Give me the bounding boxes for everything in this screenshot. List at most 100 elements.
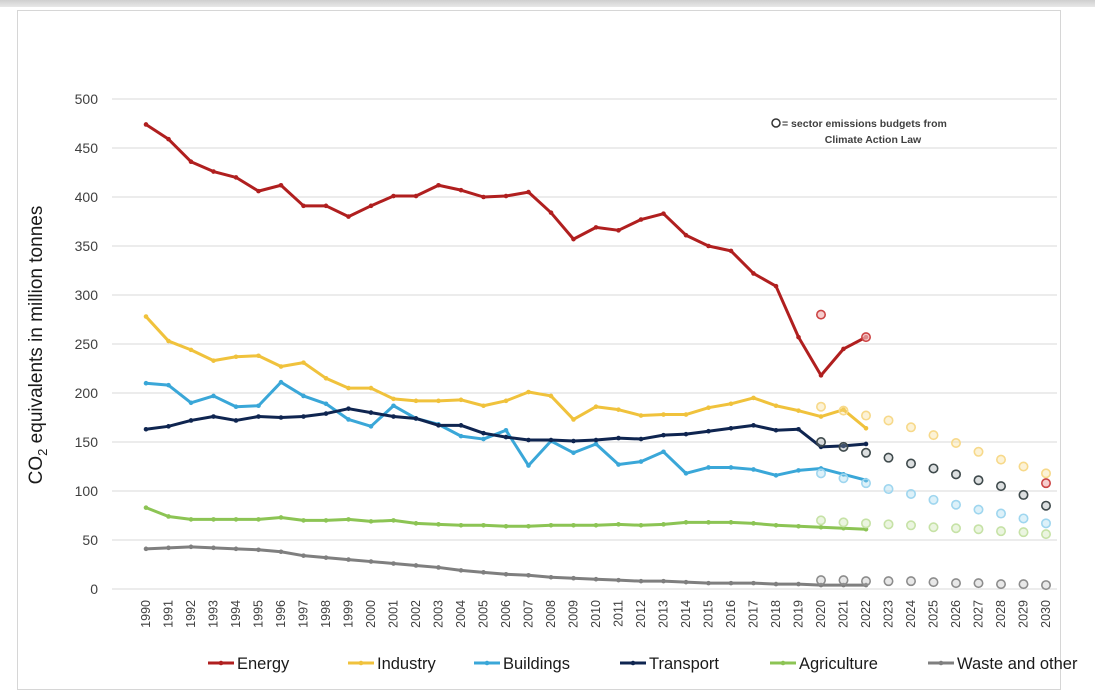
x-tick-label: 2026: [949, 600, 963, 628]
data-point-energy: [436, 182, 441, 188]
legend-item-agriculture[interactable]: Agriculture: [770, 655, 878, 673]
data-point-energy: [301, 203, 306, 209]
budget-point-transport: [860, 447, 871, 458]
data-point-waste-and-other: [526, 572, 531, 578]
data-point-industry: [143, 314, 149, 319]
budget-point-waste-and-other: [815, 575, 826, 586]
data-point-transport: [143, 426, 149, 432]
data-point-transport: [233, 418, 239, 423]
legend-label-transport: Transport: [649, 655, 719, 673]
budget-point-buildings: [950, 499, 961, 510]
data-point-energy: [661, 211, 666, 216]
data-point-agriculture: [436, 522, 441, 527]
data-point-buildings: [728, 465, 734, 470]
legend-item-waste-and-other[interactable]: Waste and other: [928, 655, 1078, 673]
data-point-buildings: [301, 393, 306, 399]
legend-item-buildings[interactable]: Buildings: [474, 655, 570, 673]
data-point-industry: [683, 412, 689, 417]
data-point-agriculture: [616, 522, 621, 527]
data-point-buildings: [796, 468, 801, 473]
data-point-industry: [481, 403, 486, 409]
y-tick-label: 450: [75, 140, 99, 156]
x-tick-label: 2002: [409, 600, 423, 628]
budget-industry: [815, 401, 1052, 479]
data-point-industry: [503, 398, 509, 404]
x-tick-label: 1997: [297, 600, 311, 628]
data-point-transport: [616, 435, 621, 441]
x-tick-label: 1992: [184, 600, 198, 628]
y-axis-ticks: 0 50 100 150 200 250 300 350 400 450 500: [75, 91, 99, 597]
x-tick-label: 2022: [859, 600, 873, 628]
data-point-buildings: [323, 401, 329, 407]
data-point-industry: [436, 398, 441, 404]
data-point-waste-and-other: [503, 572, 509, 577]
data-point-transport: [503, 434, 509, 440]
data-point-transport: [728, 425, 734, 431]
x-tick-label: 2000: [364, 600, 378, 628]
data-point-agriculture: [391, 518, 396, 523]
data-point-transport: [458, 423, 464, 428]
data-point-transport: [593, 437, 599, 443]
data-point-transport: [391, 414, 396, 419]
budget-energy: [815, 309, 1052, 489]
data-point-energy: [728, 248, 734, 254]
data-point-energy: [841, 346, 846, 352]
budget-point-waste-and-other: [928, 577, 939, 588]
data-point-industry: [706, 405, 711, 411]
legend-item-industry[interactable]: Industry: [348, 655, 436, 673]
data-point-transport: [751, 423, 756, 428]
x-tick-label: 2030: [1039, 600, 1053, 628]
x-tick-label: 2027: [972, 600, 986, 628]
budget-point-industry: [950, 437, 961, 448]
data-point-transport: [481, 430, 486, 436]
data-point-transport: [301, 414, 306, 419]
data-point-industry: [211, 358, 216, 363]
data-point-agriculture: [683, 520, 689, 525]
budget-point-transport: [1018, 489, 1029, 500]
data-point-waste-and-other: [278, 549, 284, 555]
data-point-energy: [571, 236, 576, 242]
budget-point-waste-and-other: [905, 576, 916, 587]
x-tick-label: 2012: [634, 600, 648, 628]
budget-point-buildings: [838, 473, 849, 484]
data-point-energy: [616, 228, 621, 233]
data-point-waste-and-other: [166, 545, 171, 551]
data-point-industry: [368, 385, 374, 391]
x-tick-label: 2011: [612, 600, 626, 627]
legend-item-transport[interactable]: Transport: [620, 655, 719, 673]
data-point-buildings: [638, 459, 644, 464]
x-tick-label: 2021: [837, 600, 851, 628]
data-point-transport: [841, 443, 846, 449]
data-point-agriculture: [346, 517, 351, 522]
budget-point-agriculture: [928, 522, 939, 533]
data-point-energy: [751, 271, 756, 276]
budget-point-buildings: [815, 468, 826, 479]
x-tick-label: 2016: [724, 600, 738, 628]
y-tick-label: 100: [75, 483, 99, 499]
legend-label-agriculture: Agriculture: [799, 655, 878, 673]
data-point-buildings: [346, 417, 351, 422]
legend-item-energy[interactable]: Energy: [208, 655, 290, 673]
budget-point-transport: [1041, 500, 1052, 511]
x-tick-label: 2005: [477, 600, 491, 628]
data-point-buildings: [593, 441, 599, 447]
data-point-energy: [526, 189, 531, 195]
data-point-energy: [166, 136, 171, 142]
budget-annotation: = sector emissions budgets from Climate …: [771, 118, 947, 146]
budget-point-buildings: [883, 484, 894, 495]
x-tick-label: 2001: [387, 600, 401, 628]
x-tick-label: 1995: [252, 600, 266, 628]
data-point-energy: [256, 188, 261, 194]
data-point-waste-and-other: [638, 578, 644, 584]
data-point-industry: [728, 401, 734, 407]
data-point-transport: [638, 436, 644, 442]
y-tick-label: 500: [75, 91, 99, 107]
data-point-energy: [503, 193, 509, 199]
data-point-agriculture: [661, 522, 666, 527]
data-point-industry: [841, 407, 846, 412]
budget-point-energy: [1041, 478, 1052, 489]
data-point-waste-and-other: [728, 580, 734, 586]
data-point-buildings: [526, 463, 531, 468]
x-tick-label: 2003: [432, 600, 446, 628]
